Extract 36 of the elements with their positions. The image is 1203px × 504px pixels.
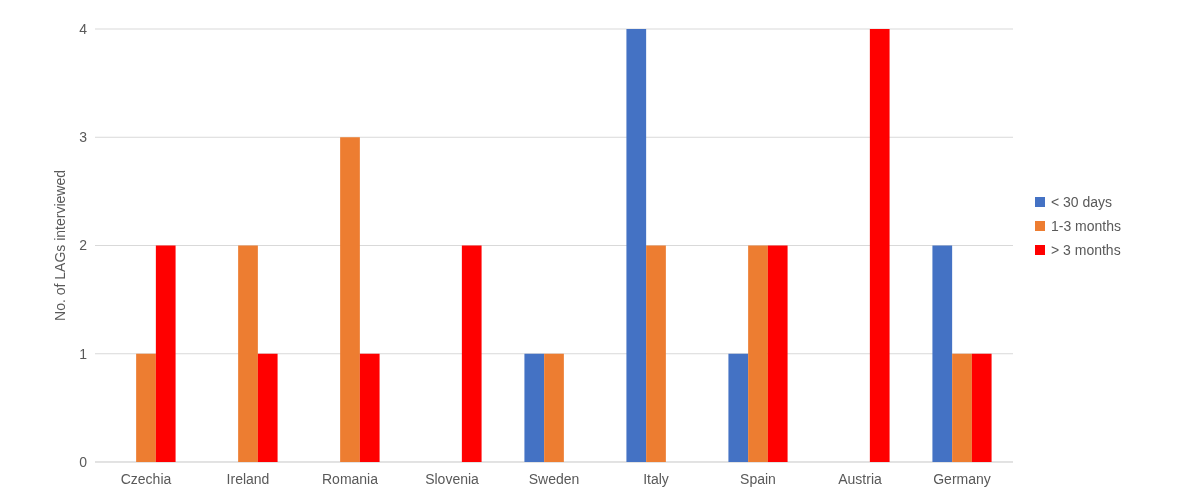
x-tick-label: Italy [643, 471, 669, 487]
bar [544, 353, 564, 462]
bar [257, 353, 278, 462]
x-tick-label: Austria [838, 471, 882, 487]
legend-label: 1-3 months [1051, 217, 1122, 234]
bar [461, 245, 482, 462]
bar [238, 245, 258, 462]
bar [971, 353, 992, 462]
x-tick-label: Ireland [226, 471, 270, 487]
y-axis-title: No. of LAGs interviewed [52, 170, 68, 321]
bar [340, 137, 360, 462]
bar [748, 245, 768, 462]
bar [728, 353, 749, 462]
bar [524, 353, 545, 462]
x-tick-label: Germany [933, 471, 991, 487]
y-tick-label: 3 [79, 129, 88, 146]
bar [869, 29, 890, 462]
y-tick-label: 2 [79, 237, 88, 254]
bar [932, 245, 953, 462]
x-tick-label: Romania [321, 471, 379, 487]
legend-label: < 30 days [1051, 193, 1113, 210]
x-tick-label: Czechia [120, 471, 172, 487]
bar [952, 353, 972, 462]
x-tick-label: Sweden [528, 471, 580, 487]
bar [646, 245, 666, 462]
x-tick-label: Slovenia [425, 471, 480, 487]
x-tick-label: Spain [740, 471, 776, 487]
bar [767, 245, 788, 462]
bar [155, 245, 176, 462]
bar [136, 353, 156, 462]
legend-label: > 3 months [1051, 241, 1121, 258]
bar [359, 353, 380, 462]
bar [626, 29, 647, 462]
y-tick-label: 4 [79, 20, 88, 37]
y-tick-label: 0 [79, 453, 88, 470]
y-tick-label: 1 [79, 345, 88, 362]
